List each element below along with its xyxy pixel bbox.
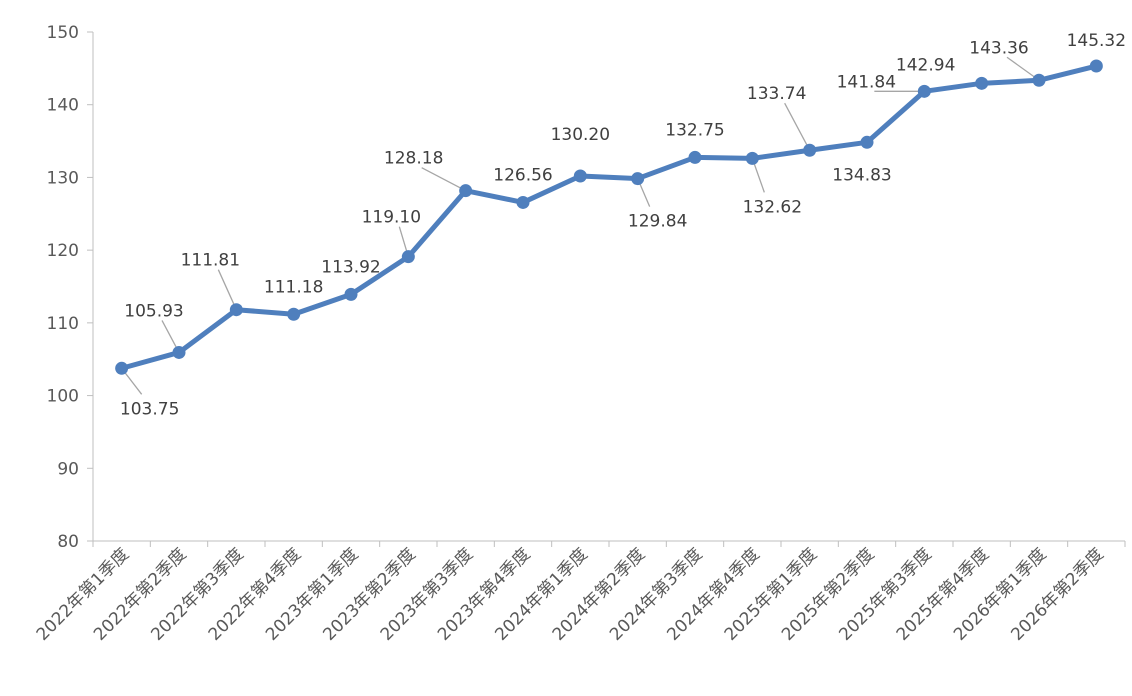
data-label: 132.62 — [743, 197, 802, 217]
data-point-marker — [459, 184, 473, 198]
y-tick-label: 130 — [47, 168, 79, 188]
label-leader-line — [1006, 56, 1040, 81]
data-point-marker — [688, 150, 702, 164]
data-label: 126.56 — [493, 165, 552, 185]
x-axis: 2022年第1季度2022年第2季度2022年第3季度2022年第4季度2023… — [33, 540, 1126, 645]
data-point-marker — [115, 361, 129, 375]
y-tick-label: 120 — [47, 241, 79, 261]
data-point-marker — [631, 172, 645, 186]
label-leader-line — [421, 167, 466, 192]
data-point-marker — [287, 307, 301, 321]
data-point-marker — [917, 84, 931, 98]
data-label: 103.75 — [120, 399, 179, 419]
label-leader-line — [784, 102, 811, 151]
data-label: 128.18 — [384, 149, 443, 169]
series-line — [119, 63, 1099, 371]
data-point-marker — [401, 250, 415, 264]
data-label: 105.93 — [124, 301, 183, 321]
data-point-marker — [860, 135, 874, 149]
y-tick-label: 140 — [47, 96, 79, 116]
data-point-marker — [1089, 59, 1103, 73]
data-label: 119.10 — [362, 208, 421, 228]
data-label: 143.36 — [969, 38, 1028, 58]
y-axis: 80 90 100 110 120 130 140 150 — [47, 23, 94, 552]
data-point-marker — [1032, 73, 1046, 87]
y-tick-label: 80 — [57, 532, 79, 552]
y-tick-label: 100 — [47, 387, 79, 407]
data-point-marker — [344, 287, 358, 301]
data-point-marker — [172, 345, 186, 359]
data-label: 134.83 — [832, 165, 891, 185]
data-label: 111.18 — [264, 277, 323, 297]
data-label: 132.75 — [665, 120, 724, 140]
data-label: 141.84 — [837, 72, 896, 92]
y-tick-label: 150 — [47, 23, 79, 43]
data-label: 142.94 — [896, 55, 955, 75]
data-point-marker — [975, 76, 989, 90]
data-label: 129.84 — [628, 212, 687, 232]
data-label: 145.32 — [1067, 31, 1126, 51]
data-point-marker — [573, 169, 587, 183]
label-leader-lines — [121, 56, 1040, 395]
data-point-marker — [745, 151, 759, 165]
data-label: 133.74 — [747, 84, 806, 104]
data-point-marker — [803, 143, 817, 157]
data-point-marker — [229, 303, 243, 317]
label-leader-line — [217, 269, 237, 310]
data-point-marker — [516, 195, 530, 209]
y-tick-label: 110 — [47, 314, 79, 334]
data-label: 111.81 — [181, 251, 240, 271]
data-label: 130.20 — [551, 125, 610, 145]
y-tick-label: 90 — [57, 459, 79, 479]
data-label: 113.92 — [321, 257, 380, 277]
series-line-group — [115, 59, 1103, 375]
